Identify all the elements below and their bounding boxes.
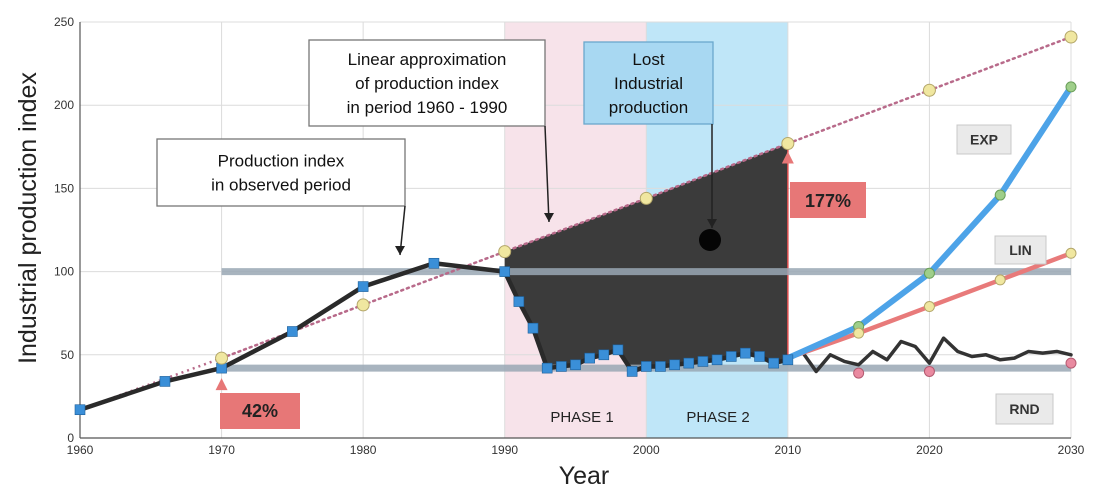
linear-callout-text: Linear approximation — [348, 50, 507, 69]
rnd-series-label-box — [995, 393, 1054, 425]
x-axis-title: Year — [559, 462, 610, 490]
y-tick-label: 200 — [54, 98, 74, 112]
observed-point — [655, 361, 666, 372]
pct-1970-arrow — [215, 378, 228, 391]
observed-callout-box — [156, 138, 406, 207]
pct-1970-badge — [220, 393, 300, 429]
pct-1970-text: 42% — [242, 401, 278, 421]
y-tick-label: 250 — [54, 15, 74, 29]
observed-point — [527, 322, 539, 334]
exp-point — [923, 267, 935, 279]
linear-callout-box — [308, 39, 546, 127]
observed-point — [683, 357, 695, 369]
rnd-point — [1065, 357, 1077, 369]
rnd-point — [923, 365, 935, 377]
observed-point — [669, 359, 680, 371]
linear-approximation-point — [639, 191, 653, 205]
rnd-point — [853, 367, 865, 379]
lost-production-area — [504, 143, 788, 372]
observed-point — [584, 352, 595, 364]
observed-point — [74, 404, 86, 416]
phase-2-label: PHASE 2 — [686, 409, 749, 426]
observed-point — [357, 281, 369, 292]
linear-approximation-point — [781, 136, 795, 150]
observed-callout-text: Production index — [218, 152, 345, 171]
linear-approximation-point — [498, 245, 512, 259]
y-tick-label: 150 — [54, 181, 74, 195]
observed-callout-arrowhead — [395, 246, 405, 255]
phase-1-label: PHASE 1 — [550, 409, 613, 426]
observed-point — [570, 359, 581, 371]
observed-point — [697, 356, 709, 367]
x-tick-label: 1980 — [350, 443, 377, 457]
lin-series-label-box — [994, 235, 1047, 265]
observed-point — [612, 344, 624, 356]
observed-point — [768, 357, 780, 369]
y-axis-title: Industrial production index — [14, 72, 42, 364]
y-tick-label: 100 — [54, 265, 74, 279]
x-tick-label: 1990 — [491, 443, 518, 457]
observed-point — [740, 347, 751, 359]
lin-series-label-text: LIN — [1009, 242, 1032, 258]
observed-point — [513, 296, 525, 307]
exp-point — [994, 189, 1006, 201]
observed-point — [556, 361, 567, 372]
exp-point — [1065, 81, 1077, 93]
linear-callout-arrow — [544, 125, 550, 223]
lin-point — [994, 274, 1006, 286]
observed-point — [640, 361, 652, 372]
observed-point — [159, 376, 171, 387]
observed-point — [428, 257, 440, 269]
observed-point — [626, 366, 638, 377]
observed-point — [754, 351, 765, 362]
observed-point — [711, 354, 723, 366]
linear-callout-arrowhead — [544, 213, 554, 222]
pct-2010-text: 177% — [805, 191, 851, 211]
lost-area-dot — [698, 228, 721, 251]
linear-callout-text: in period 1960 - 1990 — [347, 98, 508, 117]
observed-callout-text: in observed period — [211, 176, 351, 195]
pct-2010-badge — [790, 182, 866, 218]
lin-point — [923, 301, 935, 313]
x-tick-label: 2000 — [633, 443, 660, 457]
rnd-series-label-text: RND — [1009, 401, 1039, 417]
lost-callout-text: Industrial — [614, 74, 683, 93]
lost-callout-arrowhead — [707, 219, 717, 228]
y-tick-label: 50 — [61, 348, 75, 362]
observed-point — [782, 354, 794, 366]
observed-point — [499, 266, 511, 277]
observed-point — [598, 349, 610, 361]
lost-callout-text: production — [609, 98, 688, 117]
x-tick-label: 2010 — [775, 443, 802, 457]
x-tick-label: 2030 — [1058, 443, 1085, 457]
linear-approximation-point — [922, 83, 936, 97]
pct-2010-arrow — [781, 151, 794, 164]
x-tick-label: 1960 — [67, 443, 94, 457]
lin-point — [853, 327, 865, 339]
linear-callout-text: of production index — [355, 74, 499, 93]
x-tick-label: 2020 — [916, 443, 943, 457]
exp-series-label-box — [956, 124, 1012, 155]
rnd-forecast-line — [786, 336, 1073, 374]
linear-approximation-point — [1064, 30, 1078, 44]
observed-point — [541, 362, 553, 374]
lost-callout-box — [583, 41, 714, 125]
linear-approximation-point — [356, 298, 370, 312]
observed-point — [287, 326, 298, 337]
lost-callout-text: Lost — [632, 50, 664, 69]
y-tick-label: 0 — [67, 431, 74, 445]
linear-approximation-point — [215, 351, 229, 365]
observed-point — [725, 351, 737, 362]
lin-point — [1065, 247, 1077, 259]
x-tick-label: 1970 — [208, 443, 235, 457]
exp-series-label-text: EXP — [970, 132, 998, 148]
